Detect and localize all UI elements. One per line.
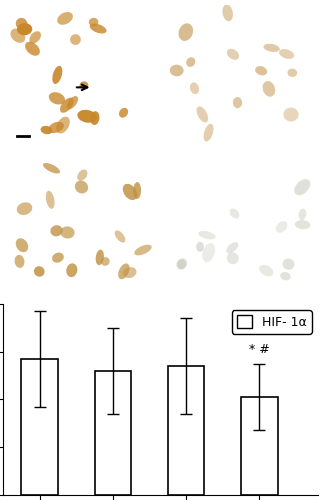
- Ellipse shape: [259, 265, 273, 276]
- Ellipse shape: [134, 244, 152, 256]
- Ellipse shape: [25, 42, 40, 56]
- Ellipse shape: [264, 44, 280, 52]
- Ellipse shape: [77, 110, 97, 122]
- Ellipse shape: [60, 226, 75, 238]
- Ellipse shape: [288, 68, 297, 77]
- Ellipse shape: [50, 225, 63, 236]
- Ellipse shape: [67, 96, 78, 110]
- Ellipse shape: [255, 66, 267, 76]
- Ellipse shape: [226, 242, 238, 254]
- Bar: [241, 397, 278, 495]
- Ellipse shape: [176, 260, 186, 270]
- Ellipse shape: [280, 272, 291, 280]
- Ellipse shape: [283, 108, 299, 122]
- Ellipse shape: [123, 184, 137, 200]
- Ellipse shape: [75, 180, 88, 194]
- Ellipse shape: [263, 81, 275, 96]
- Ellipse shape: [279, 49, 294, 59]
- Ellipse shape: [178, 24, 193, 41]
- Ellipse shape: [227, 252, 239, 264]
- Ellipse shape: [17, 23, 32, 36]
- Ellipse shape: [29, 31, 41, 44]
- Ellipse shape: [56, 116, 70, 134]
- Ellipse shape: [80, 82, 88, 89]
- Ellipse shape: [90, 24, 107, 34]
- Ellipse shape: [198, 231, 216, 239]
- Ellipse shape: [17, 202, 32, 215]
- Ellipse shape: [52, 66, 62, 84]
- Ellipse shape: [16, 18, 27, 30]
- Ellipse shape: [60, 98, 74, 113]
- Ellipse shape: [233, 97, 242, 108]
- Ellipse shape: [202, 243, 215, 262]
- Ellipse shape: [101, 257, 110, 266]
- Ellipse shape: [196, 242, 204, 252]
- Ellipse shape: [49, 92, 65, 104]
- Ellipse shape: [96, 250, 104, 265]
- Ellipse shape: [66, 264, 77, 277]
- Ellipse shape: [34, 266, 45, 276]
- Bar: [168, 366, 204, 495]
- Ellipse shape: [299, 208, 306, 220]
- Ellipse shape: [57, 12, 73, 25]
- Text: * #: * #: [249, 344, 270, 356]
- Ellipse shape: [170, 64, 184, 76]
- Ellipse shape: [118, 264, 130, 280]
- Ellipse shape: [276, 221, 287, 233]
- Ellipse shape: [222, 4, 233, 21]
- Ellipse shape: [230, 208, 239, 218]
- Ellipse shape: [52, 252, 64, 262]
- Bar: [22, 359, 58, 495]
- Ellipse shape: [123, 267, 136, 278]
- Ellipse shape: [177, 258, 187, 270]
- Ellipse shape: [46, 190, 55, 209]
- Bar: [95, 370, 131, 495]
- Ellipse shape: [282, 258, 294, 270]
- Ellipse shape: [40, 126, 52, 134]
- Ellipse shape: [14, 255, 24, 268]
- Ellipse shape: [70, 34, 81, 45]
- Ellipse shape: [119, 108, 128, 118]
- Ellipse shape: [190, 82, 199, 94]
- Ellipse shape: [43, 163, 60, 173]
- Ellipse shape: [11, 28, 25, 43]
- Ellipse shape: [48, 122, 64, 133]
- Ellipse shape: [115, 230, 126, 242]
- Ellipse shape: [295, 220, 310, 229]
- Ellipse shape: [90, 111, 100, 125]
- Ellipse shape: [77, 170, 87, 181]
- Ellipse shape: [196, 106, 208, 122]
- Ellipse shape: [89, 18, 98, 26]
- Ellipse shape: [133, 182, 141, 199]
- Legend: HIF- 1α: HIF- 1α: [232, 310, 312, 334]
- Ellipse shape: [227, 49, 239, 60]
- Text: A: A: [7, 0, 19, 2]
- Ellipse shape: [186, 57, 195, 67]
- Ellipse shape: [16, 238, 28, 252]
- Ellipse shape: [294, 179, 310, 196]
- Ellipse shape: [204, 124, 213, 142]
